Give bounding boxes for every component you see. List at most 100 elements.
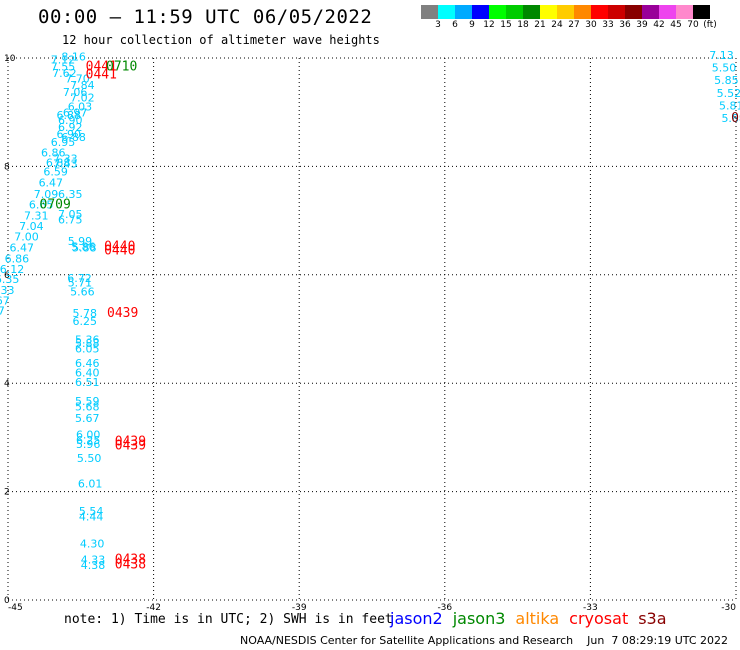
pass-time-label: 0438 bbox=[115, 558, 146, 573]
wave-height-label: 7.62 bbox=[52, 67, 76, 80]
pass-time-label: 0439 bbox=[115, 435, 146, 450]
wave-height-label: 5.50 bbox=[712, 62, 737, 75]
wave-height-label: 7.55 bbox=[51, 60, 76, 73]
wave-height-label: 5.68 bbox=[75, 400, 100, 413]
wave-height-label: 6.47 bbox=[0, 304, 5, 317]
pass-time-label: 0710 bbox=[106, 59, 137, 74]
wave-height-label: 5.54 bbox=[79, 505, 104, 518]
legend-entry-jason3: jason3 bbox=[452, 609, 506, 628]
color-scale-label: 15 bbox=[500, 20, 512, 30]
y-tick-label: 10 bbox=[4, 54, 16, 64]
x-tick-label: -45 bbox=[8, 603, 23, 613]
wave-height-label: 7.43 bbox=[53, 157, 78, 170]
wave-height-label: 7.04 bbox=[19, 220, 44, 233]
wave-height-label: 5.96 bbox=[76, 438, 101, 451]
wave-height-label: 6.97 bbox=[63, 107, 88, 120]
wave-height-label: 5.50 bbox=[77, 452, 102, 465]
wave-height-label: 6.67 bbox=[0, 295, 10, 308]
wave-height-label: 6.92 bbox=[58, 121, 83, 134]
color-scale-label: 42 bbox=[653, 20, 665, 30]
wave-height-label: 4.33 bbox=[81, 554, 106, 567]
grid-lines bbox=[7, 57, 737, 601]
color-scale-swatch bbox=[489, 5, 506, 19]
satellite-legend: jason2 jason3 altika cryosat s3a bbox=[390, 609, 667, 628]
y-tick-label: 0 bbox=[4, 596, 10, 606]
wave-height-label: 7.13 bbox=[709, 49, 734, 62]
pass-time-label: 0438 bbox=[115, 553, 146, 568]
wave-height-label: 6.12 bbox=[0, 263, 24, 276]
color-scale-swatch bbox=[523, 5, 540, 19]
footer-credit: NOAA/NESDIS Center for Satellite Applica… bbox=[240, 634, 728, 647]
chart-subtitle: 12 hour collection of altimeter wave hei… bbox=[62, 33, 380, 47]
x-tick-label: -39 bbox=[292, 603, 307, 613]
wave-height-label: 5.88 bbox=[75, 337, 100, 350]
color-scale-label: 36 bbox=[619, 20, 631, 30]
wave-height-label: 5.88 bbox=[721, 112, 740, 125]
wave-height-label: 6.25 bbox=[76, 434, 101, 447]
x-tick-label: -42 bbox=[146, 603, 161, 613]
wave-height-label: 5.86 bbox=[71, 240, 96, 253]
color-scale-swatch bbox=[557, 5, 574, 19]
wave-height-label: 6.46 bbox=[75, 357, 100, 370]
wave-height-label: 6.51 bbox=[75, 376, 100, 389]
color-scale-swatch bbox=[608, 5, 625, 19]
wave-height-label: 6.88 bbox=[61, 131, 86, 144]
wave-height-label: 5.66 bbox=[70, 285, 95, 298]
color-scale-swatch bbox=[676, 5, 693, 19]
color-scale-label: 27 bbox=[568, 20, 580, 30]
color-scale-label: 9 bbox=[469, 20, 475, 30]
color-scale-label: 45 bbox=[670, 20, 682, 30]
pass-time-label: 0000 bbox=[731, 111, 740, 126]
chart-title: 00:00 – 11:59 UTC 06/05/2022 bbox=[38, 6, 373, 28]
wave-height-label: 6.35 bbox=[58, 188, 83, 201]
color-scale-bar bbox=[421, 5, 710, 19]
wave-height-label: 6.86 bbox=[41, 147, 66, 160]
wave-height-label: 7.09 bbox=[34, 188, 59, 201]
wave-height-label: 6.72 bbox=[67, 272, 92, 285]
wave-height-label: 6.01 bbox=[78, 477, 103, 490]
wave-height-label: 5.67 bbox=[75, 412, 100, 425]
color-scale-swatch bbox=[438, 5, 455, 19]
wave-height-label: 6.95 bbox=[51, 136, 76, 149]
wave-height-label: 6.75 bbox=[58, 213, 83, 226]
x-tick-label: -30 bbox=[721, 603, 736, 613]
color-scale-labels: 3 6 9 12 15 18 21 24 27 30 33 36 39 42 45 70 (ft) bbox=[421, 20, 740, 34]
wave-height-label: 8.16 bbox=[61, 51, 86, 64]
wave-height-label: 6.47 bbox=[9, 241, 34, 254]
legend-entry-altika: altika bbox=[515, 609, 560, 628]
wave-height-label: 5.36 bbox=[75, 334, 100, 347]
x-tick-label: -33 bbox=[583, 603, 598, 613]
color-scale-label: 12 bbox=[483, 20, 495, 30]
pass-time-label: 0440 bbox=[104, 239, 135, 254]
color-scale-label: 3 bbox=[435, 20, 441, 30]
wave-height-label: 5.88 bbox=[72, 241, 97, 254]
legend-entry-jason2: jason2 bbox=[390, 609, 443, 628]
color-scale-swatch bbox=[455, 5, 472, 19]
color-scale-label: 24 bbox=[551, 20, 563, 30]
y-tick-label: 4 bbox=[4, 379, 10, 389]
color-scale-swatch bbox=[574, 5, 591, 19]
color-scale-swatch bbox=[659, 5, 676, 19]
wave-height-label: 7.02 bbox=[70, 91, 95, 104]
wave-height-label: 5.52 bbox=[717, 87, 740, 100]
wave-height-label: 5.78 bbox=[73, 307, 98, 320]
wave-height-label: 6.86 bbox=[5, 252, 30, 265]
color-scale-swatch bbox=[625, 5, 642, 19]
wave-height-label: 6.03 bbox=[68, 101, 93, 114]
y-tick-label: 2 bbox=[4, 488, 10, 498]
color-scale-swatch bbox=[506, 5, 523, 19]
wave-height-label: 5.99 bbox=[68, 235, 93, 248]
color-scale-swatch bbox=[591, 5, 608, 19]
wave-height-label: 6.47 bbox=[39, 176, 64, 189]
wave-height-label: 4.30 bbox=[80, 537, 105, 550]
wave-height-label: 5.85 bbox=[714, 74, 739, 87]
color-scale-swatch bbox=[540, 5, 557, 19]
pass-time-label: 0441 bbox=[86, 68, 117, 83]
legend-entry-cryosat: cryosat bbox=[569, 609, 629, 628]
generated-timestamp: Jun 7 08:29:19 UTC 2022 bbox=[587, 634, 729, 647]
pass-time-label: 0439 bbox=[107, 306, 138, 321]
wave-height-label: 5.81 bbox=[719, 99, 740, 112]
color-scale-label: 21 bbox=[534, 20, 546, 30]
color-scale-swatch bbox=[421, 5, 438, 19]
